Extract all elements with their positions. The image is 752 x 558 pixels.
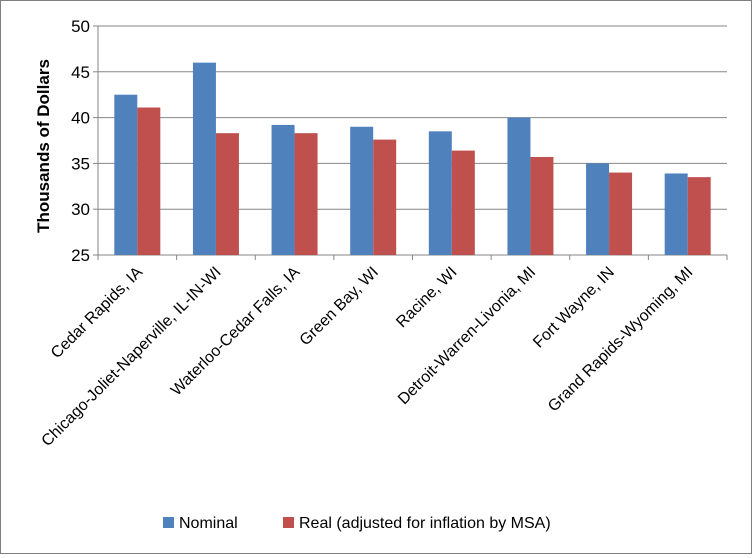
legend-label-nominal: Nominal <box>179 515 238 532</box>
legend-swatch-nominal <box>163 517 174 528</box>
y-tick-label: 40 <box>71 109 90 128</box>
bar-nominal <box>507 117 531 255</box>
x-category-label: Fort Wayne, IN <box>530 264 618 352</box>
bar-nominal <box>350 126 374 255</box>
bar-real <box>294 133 318 255</box>
bar-nominal <box>428 131 452 255</box>
legend: Nominal Real (adjusted for inflation by M… <box>163 515 551 532</box>
x-category-label: Detroit-Warren-Livonia, MI <box>395 264 539 408</box>
bar-real <box>609 172 633 255</box>
bar-nominal <box>114 94 138 255</box>
x-category-label: Grand Rapids-Wyoming, MI <box>545 264 696 415</box>
bar-nominal <box>271 124 295 255</box>
bar-real <box>137 107 161 255</box>
x-category-label: Green Bay, WI <box>297 264 382 349</box>
x-category-label: Waterloo-Cedar Falls, IA <box>168 264 304 400</box>
bar-real <box>530 156 554 255</box>
y-axis-title: Thousands of Dollars <box>34 59 53 233</box>
x-category-label: Chicago-Joliet-Naperville, IL-IN-WI <box>39 264 225 450</box>
bar-nominal <box>664 173 688 255</box>
y-tick-label: 30 <box>71 200 90 219</box>
bar-real <box>373 139 397 255</box>
grid-lines <box>98 25 727 256</box>
y-tick-label: 25 <box>71 246 90 265</box>
bar-real <box>687 177 711 255</box>
y-tick-label: 45 <box>71 63 90 82</box>
bar-nominal <box>586 163 610 255</box>
x-category-label: Racine, WI <box>393 264 460 331</box>
bars <box>114 62 711 255</box>
y-tick-label: 35 <box>71 154 90 173</box>
y-tick-label: 50 <box>71 17 90 36</box>
bar-real <box>215 133 239 255</box>
legend-swatch-real <box>283 517 294 528</box>
bar-nominal <box>192 62 216 255</box>
legend-label-real: Real (adjusted for inflation by MSA) <box>299 515 551 532</box>
bar-real <box>451 150 475 255</box>
